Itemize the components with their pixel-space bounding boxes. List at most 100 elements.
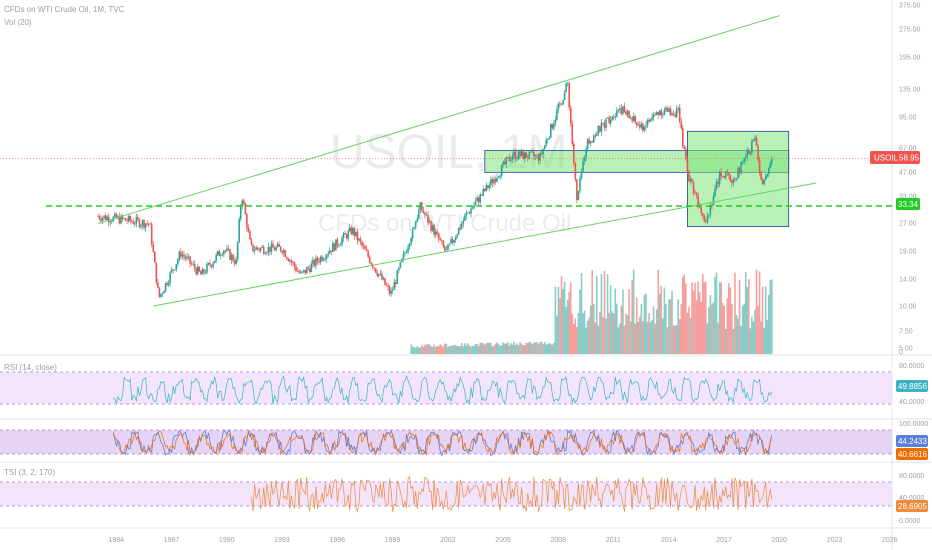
candle-body (206, 264, 208, 273)
candle-body (322, 259, 325, 261)
volume-bar (740, 325, 742, 354)
volume-bar (560, 276, 563, 354)
candle-body (239, 206, 242, 220)
volume-bar (760, 321, 762, 354)
price-tick-label: 27.00 (899, 221, 917, 228)
support-price-tag[interactable]: 33.34 (896, 198, 920, 210)
stoch-d-tag[interactable]: 40.6616 (896, 448, 928, 460)
price-axis[interactable]: 375.00 275.00 195.00 135.00 95.00 67.00 47.00 3… (899, 3, 921, 357)
candle-body (230, 254, 233, 260)
rsi-value-tag[interactable]: 49.8856 (896, 380, 928, 392)
volume-bar (442, 346, 445, 354)
candle-body (639, 124, 641, 128)
volume-bar (763, 327, 765, 354)
volume-bar (698, 292, 701, 354)
candle-body (221, 254, 224, 256)
candle-body (138, 219, 141, 227)
candle-body (201, 269, 204, 275)
volume-bar (588, 317, 590, 354)
volume-bar (551, 344, 554, 354)
volume-bar (473, 345, 475, 354)
volume-bar (689, 317, 692, 354)
volume-bar (474, 344, 477, 354)
last-price-tag[interactable]: USOIL 58.95 (870, 151, 920, 164)
candle-body (625, 111, 627, 115)
candle-body (560, 103, 563, 105)
candle-body (697, 195, 699, 205)
time-tick-label: 2002 (440, 537, 456, 544)
candle-body (379, 273, 382, 275)
candle-body (376, 272, 379, 277)
candle-body (594, 135, 597, 137)
volume-bar (434, 346, 437, 354)
candle-body (580, 172, 583, 179)
candle-body (476, 197, 478, 202)
channel-lower-line (153, 182, 817, 307)
volume-bar (746, 287, 749, 354)
volume-bar (454, 344, 457, 354)
watermark-name: CFDs on WTI Crude Oil (318, 210, 571, 237)
candle-body (646, 119, 649, 126)
candle-body (157, 282, 159, 288)
volume-bar (513, 341, 515, 354)
candle-body (519, 151, 521, 157)
candle-body (266, 252, 268, 254)
candle-body (236, 241, 239, 260)
candle-body (299, 272, 302, 274)
candle-body (631, 117, 633, 121)
candle-body (269, 246, 271, 252)
time-tick-label: 2017 (716, 537, 732, 544)
volume-bar (548, 342, 551, 354)
candle-body (398, 267, 400, 271)
candle-body (634, 116, 637, 123)
candle-body (155, 262, 158, 283)
volume-bar (530, 341, 532, 354)
candle-body (732, 179, 735, 184)
volume-bar (419, 347, 422, 354)
volume-bar (424, 344, 426, 354)
candle-body (723, 176, 726, 178)
time-tick-label: 1990 (219, 537, 235, 544)
volume-bar (460, 342, 463, 354)
candle-body (751, 141, 753, 153)
candle-body (611, 116, 613, 120)
tsi-value-tag[interactable]: 28.6905 (896, 500, 928, 512)
volume-bar (651, 319, 653, 354)
candle-body (364, 246, 366, 250)
candle-body (436, 231, 439, 234)
stoch-k-tag[interactable]: 44.2433 (896, 435, 928, 447)
volume-bar (744, 272, 747, 354)
volume-bar (623, 325, 626, 354)
candle-body (180, 251, 182, 257)
candle-body (442, 240, 445, 247)
candle-body (662, 114, 664, 116)
candle-body (218, 251, 221, 257)
volume-bar (678, 319, 681, 354)
zones-layer (484, 130, 790, 228)
tsi-tick-40: 40.0000 (899, 495, 924, 502)
volume-bar (697, 281, 699, 354)
candle-body (743, 158, 745, 162)
candle-body (355, 231, 357, 237)
candle-body (318, 261, 320, 263)
candle-body (295, 266, 297, 271)
candle-body (737, 168, 739, 179)
candle-body (708, 214, 710, 216)
volume-bar (728, 283, 730, 354)
volume-bar (669, 298, 672, 354)
volume-bar (453, 345, 455, 354)
candle-body (734, 179, 736, 181)
time-axis[interactable]: 1984 1987 1990 1993 1996 1999 2002 2005 2008 2011… (108, 537, 897, 544)
candle-body (459, 227, 462, 229)
candle-body (382, 278, 385, 280)
candle-body (666, 107, 669, 112)
candle-body (315, 257, 317, 266)
candle-body (540, 153, 543, 155)
candle-body (169, 272, 171, 283)
volume-bar (639, 316, 641, 354)
candle-body (531, 151, 534, 153)
candle-body (701, 213, 704, 216)
candle-body (287, 258, 290, 262)
